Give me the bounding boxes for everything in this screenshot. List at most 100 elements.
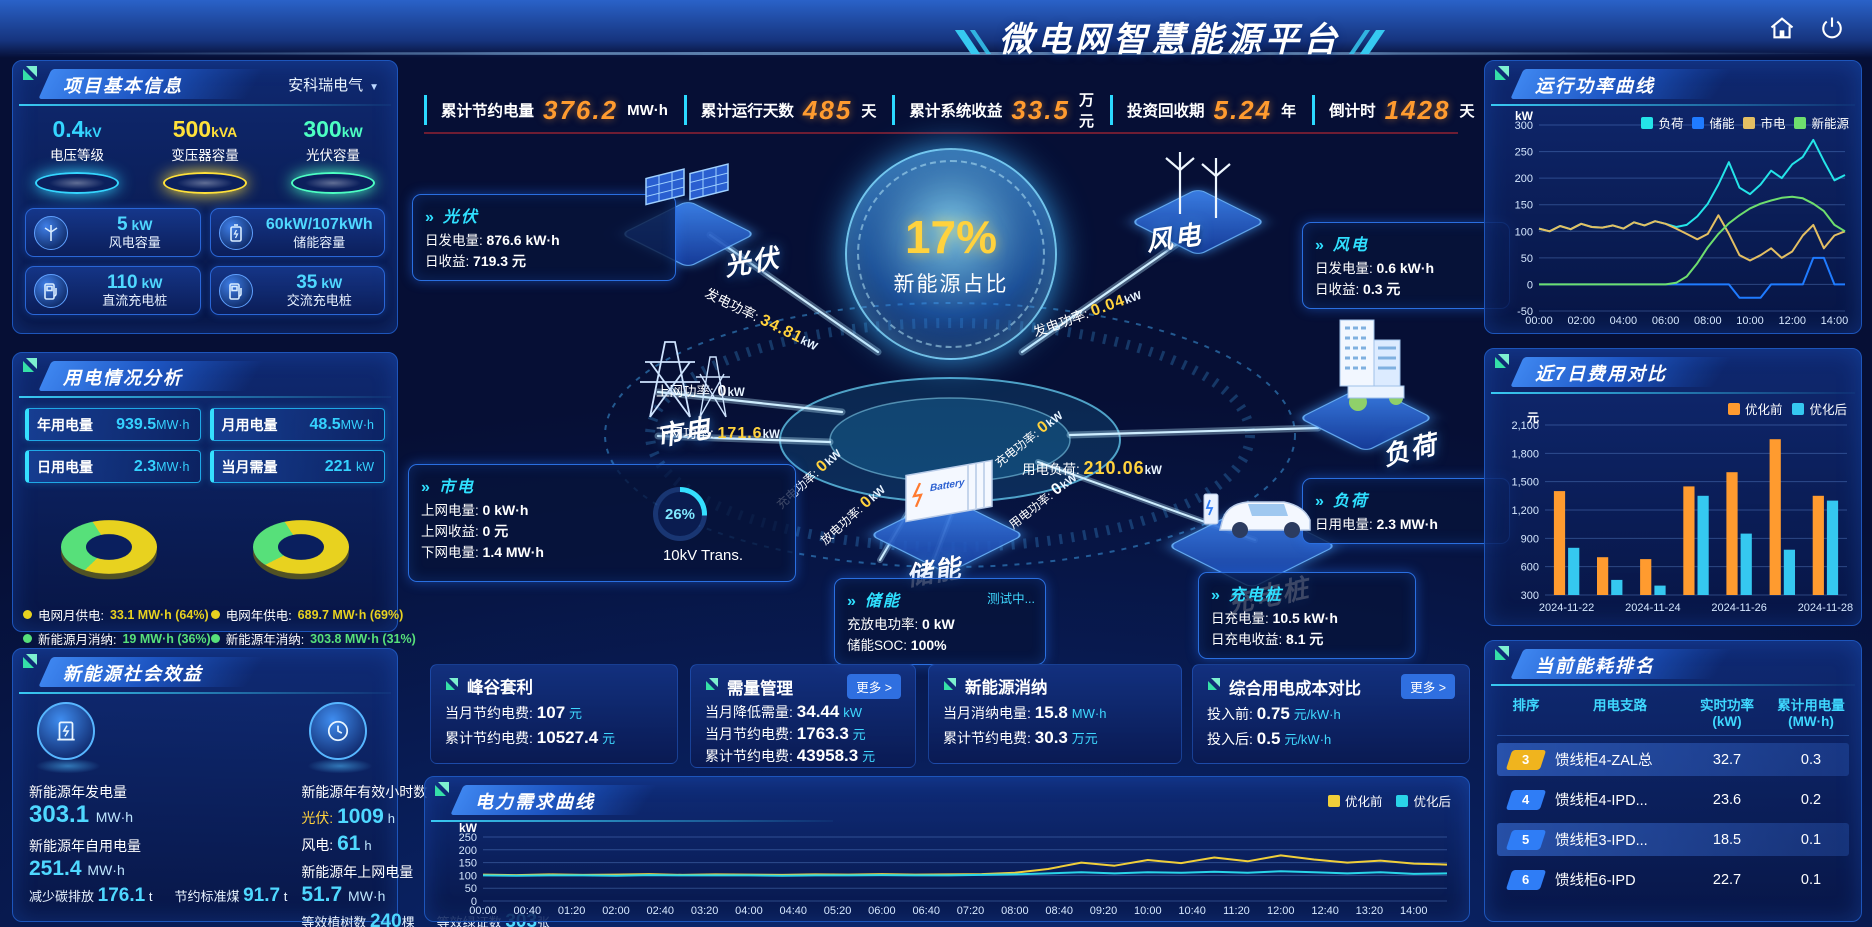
svg-text:01:20: 01:20 [558,905,586,917]
wind-turbine-icon [34,215,68,250]
panel-corner-icon [943,677,957,696]
svg-text:250: 250 [459,832,477,844]
panel-corner-icon [21,356,38,378]
legend-item[interactable]: 优化后 [1396,791,1451,810]
svg-text:08:40: 08:40 [1045,905,1073,917]
charger-node [1167,460,1337,589]
cost-more-button[interactable]: 更多 > [1401,674,1455,699]
ranking-row[interactable]: 6 馈线柜6-IPD 22.7 0.1 [1497,863,1849,896]
svg-text:200: 200 [1515,173,1533,185]
grid-node [620,322,740,427]
peak-valley-card: 峰谷套利 当月节约电费: 107 元 累计节约电费: 10527.4 元 [430,664,678,764]
ranking-header-row: 排序 用电支路 实时功率 (kW) 累计用电量 (MW·h) [1497,694,1849,736]
arrow-icon: » [1211,587,1222,604]
svg-text:09:20: 09:20 [1090,905,1118,917]
legend-grid-year: 电网年供电: 689.7 MW·h (69%) [210,605,416,624]
cost-compare-legend: 优化前 优化后 [1727,399,1847,418]
demand-curve-panel: 电力需求曲线 优化前 优化后 0 50 100 150 200 250 kW 00:00 00:4… [424,776,1470,922]
svg-text:kW: kW [1515,109,1534,123]
dc-charger-icon [34,273,68,308]
transformer-capacity-stat: 500kVA 变压器容量 [146,116,264,194]
kpi-run-days: 累计运行天数 485 天 [683,95,892,125]
svg-text:06:00: 06:00 [1652,315,1680,327]
svg-text:06:40: 06:40 [912,905,940,917]
legend-item[interactable]: 负荷 [1641,113,1683,132]
svg-text:00:40: 00:40 [514,905,542,917]
trees-stat: 等效植树数 240棵 [301,911,415,927]
svg-text:14:00: 14:00 [1400,905,1428,917]
cost-compare-card: 综合用电成本对比 更多 > 投入前: 0.75 元/kW·h 投入后: 0.5 元… [1192,664,1470,764]
panel-title: 用电情况分析 [63,368,183,388]
wind-turbines-icon [1165,152,1231,218]
svg-text:100: 100 [459,870,477,882]
solar-panel-icon [645,163,729,206]
panel-corner-icon [1493,352,1510,374]
yearly-supply-donut [253,520,349,574]
cost-compare-chart: 300 600 900 1,200 1,500 1,800 2,100 元 2024-11-22… [1493,411,1855,615]
legend-item[interactable]: 优化前 [1327,791,1382,810]
panel-title: 项目基本信息 [63,76,183,96]
demand-more-button[interactable]: 更多 > [847,674,901,699]
svg-text:12:00: 12:00 [1778,315,1806,327]
monthly-supply-donut [61,520,157,574]
kpi-countdown: 倒计时 1428 天 [1312,95,1490,125]
ranking-row[interactable]: 5 馈线柜3-IPD... 18.5 0.1 [1497,823,1849,856]
month-usage-stat: 月用电量 48.5MW·h [209,408,385,441]
wind-node [1130,140,1266,256]
panel-title: 当前能耗排名 [1535,656,1655,676]
svg-text:13:20: 13:20 [1356,905,1384,917]
svg-text:10:00: 10:00 [1134,905,1162,917]
svg-text:04:00: 04:00 [1610,315,1638,327]
svg-text:04:00: 04:00 [735,905,763,917]
svg-text:150: 150 [459,858,477,870]
panel-title: 运行功率曲线 [1535,76,1655,96]
ranking-table: 排序 用电支路 实时功率 (kW) 累计用电量 (MW·h) 3 馈线柜4-ZAL总… [1497,694,1849,896]
svg-text:03:20: 03:20 [691,905,719,917]
kpi-saved-energy: 累计节约电量 376.2 MW·h [424,95,684,125]
legend-item[interactable]: 市电 [1743,113,1785,132]
svg-text:11:20: 11:20 [1223,905,1250,917]
panel-corner-icon [1207,677,1221,696]
pv-capacity-stat: 300kW 光伏容量 [274,116,392,194]
kpi-income: 累计系统收益 33.5 万元 [892,92,1110,130]
pv-hours-stat: 光伏: 1009 h [301,805,395,828]
ranking-row[interactable]: 4 馈线柜4-IPD... 23.6 0.2 [1497,783,1849,816]
kpi-bar: 累计节约电量 376.2 MW·h 累计运行天数 485 天 累计系统收益 33.5 万元 … [424,88,1474,134]
pedestal-glow [163,172,247,194]
co2-stat: 减少碳排放 176.1 t [29,885,153,906]
legend-grid-month: 电网月供电: 33.1 MW·h (64%) [23,605,211,624]
legend-item[interactable]: 新能源 [1794,113,1849,132]
svg-text:14:00: 14:00 [1821,315,1849,327]
svg-text:05:20: 05:20 [824,905,852,917]
panel-corner-icon [21,652,38,674]
transmission-tower-icon [640,341,730,418]
panel-corner-icon [445,677,459,696]
power-curve-chart: -50 0 50 100 150 200 250 300 kW 00:00 02:00 04:00 06… [1493,109,1855,327]
svg-text:08:00: 08:00 [1001,905,1029,917]
legend-item[interactable]: 储能 [1692,113,1734,132]
energy-ranking-panel: 当前能耗排名 排序 用电支路 实时功率 (kW) 累计用电量 (MW·h) 3 馈线… [1484,640,1862,922]
wind-info-box: » 风电 日发电量: 0.6 kW·h 日收益: 0.3 元 [1302,222,1510,309]
svg-text:10:40: 10:40 [1178,905,1206,917]
pedestal-glow [25,756,111,776]
ranking-row[interactable]: 3 馈线柜4-ZAL总 32.7 0.3 [1497,743,1849,776]
company-select[interactable]: 安科瑞电气 ▼ [288,77,379,94]
pv-node [620,152,756,268]
svg-text:50: 50 [1521,253,1533,265]
header-band [0,0,1872,58]
demand-curve-chart: 0 50 100 150 200 250 kW 00:00 00:40 01:20 02:00 02:… [437,821,1457,917]
battery-container-icon: Battery [905,459,993,523]
legend-item[interactable]: 优化前 [1727,399,1782,418]
grid-info-box: » 市电 上网电量: 0 kW·h 上网收益: 0 元 下网电量: 1.4 MW·… [408,464,796,582]
svg-text:1,800: 1,800 [1511,448,1539,460]
social-left-col: 新能源年发电量 303.1 MW·h 新能源年自用电量 251.4 MW·h 减… [25,700,287,927]
storage-status-badge: 测试中... [987,592,1035,606]
legend-item[interactable]: 优化后 [1792,399,1847,418]
power-icon[interactable] [1818,14,1846,42]
home-icon[interactable] [1768,14,1796,42]
svg-text:0: 0 [1527,279,1533,291]
chevron-down-icon: ▼ [369,82,379,93]
pedestal-glow [35,172,119,194]
load-node [1298,310,1434,452]
